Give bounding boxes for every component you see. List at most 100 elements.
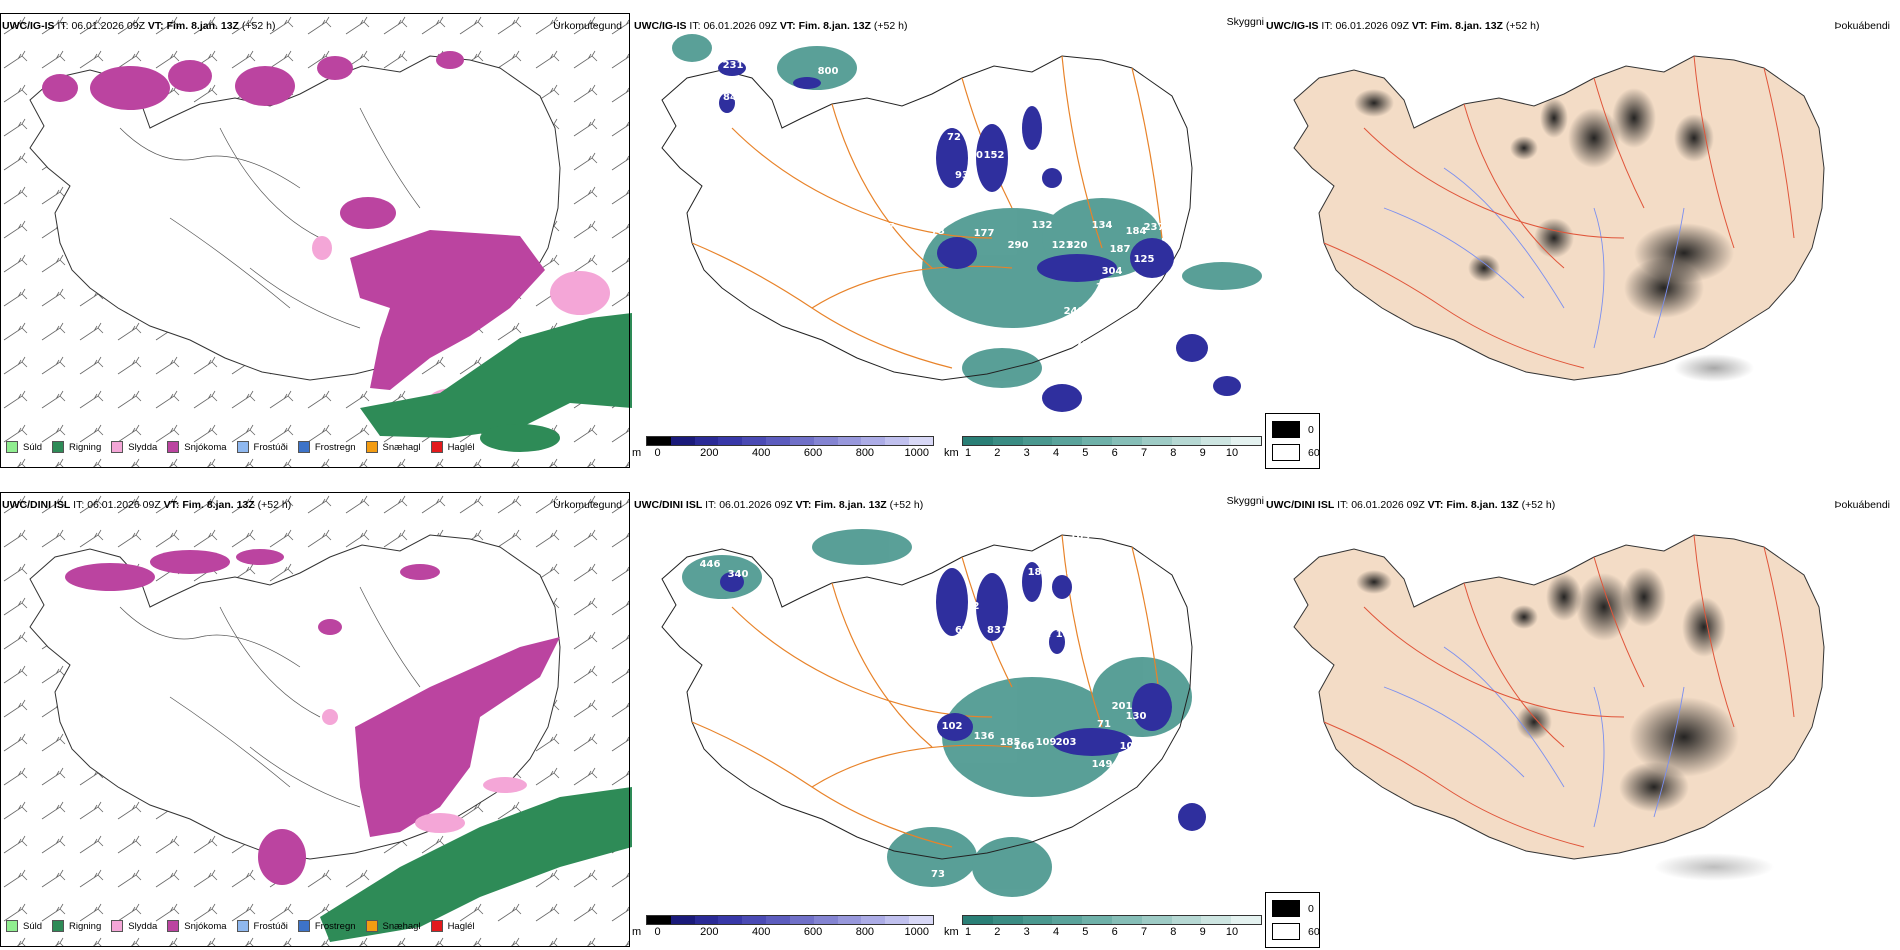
visibility-value-label: 322: [758, 519, 779, 530]
colorbar-swatch: [1022, 437, 1053, 445]
visibility-panel: 322 446 340 159 979 109 165 187 101 148 163 2 67 83 15…: [632, 487, 1264, 949]
visibility-value-label: 237: [1144, 222, 1165, 233]
legend-swatch: [111, 920, 124, 932]
colorbar-tick-label: 9: [1199, 926, 1206, 938]
colorbar-tick-label: 200: [700, 926, 719, 938]
fog-blobs: [1354, 88, 1754, 382]
legend-swatch: [236, 920, 249, 932]
precip-legend: Súld Rigning Slydda Snjókoma Frostúði Fr…: [6, 920, 475, 932]
model-name: UWC/IG-IS: [1266, 20, 1319, 32]
vt-label: VT:: [795, 499, 812, 511]
legend-item-snow: Snjókoma: [167, 920, 227, 932]
visibility-value-label: 97: [927, 132, 941, 143]
visibility-value-label: 109: [1036, 737, 1057, 748]
legend-label: Rigning: [69, 920, 102, 932]
colorbar-tick-label: 800: [855, 447, 875, 459]
legend-label: Slydda: [128, 441, 158, 453]
legend-label: Snæhagl: [382, 920, 421, 932]
product-name: Þokuábendi: [1834, 499, 1890, 511]
vt-value: Fim. 8.jan. 13Z: [1430, 20, 1503, 32]
fog-legend-label: 0: [1308, 902, 1314, 915]
colorbar-swatch: [1111, 437, 1142, 445]
precip-type-map: [0, 492, 632, 947]
model-name: UWC/IG-IS: [634, 20, 687, 32]
visibility-value-label: 117: [1120, 809, 1141, 820]
legend-swatch: [6, 920, 18, 932]
visibility-value-label: 320: [1067, 240, 1088, 251]
fog-indicator-panel: UWC/DINI ISL IT: 06.01.2026 09Z VT: Fim.…: [1264, 487, 1900, 949]
colorbar-swatch: [766, 437, 790, 445]
colorbar-swatch: [1171, 916, 1202, 924]
visibility-value-label: 79: [1069, 372, 1083, 383]
fog-legend-item: 0: [1272, 421, 1314, 438]
colorbar-tick-label: 10: [1225, 447, 1239, 459]
visibility-km-colorbar: 1 2 3 4 5 6 7 8 9 10 km: [944, 436, 1262, 466]
snow-areas: [42, 51, 545, 390]
colorbar-tick-label: 7: [1140, 926, 1148, 938]
colorbar-swatch: [909, 916, 933, 924]
snow-areas: [65, 549, 560, 885]
visibility-value-label: 249: [1064, 306, 1085, 317]
product-name: Úrkomutegund: [553, 20, 622, 32]
colorbar-tick-label: 800: [855, 926, 875, 938]
lead-time: (+52 h): [1505, 20, 1540, 32]
vt-value: Fim. 8.jan. 13Z: [1446, 499, 1519, 511]
colorbar-km-swatches: [962, 915, 1262, 925]
colorbar-m-swatches: [646, 915, 934, 925]
visibility-value-label: 201: [1112, 701, 1133, 712]
legend-item-rain: Rigning: [52, 441, 101, 453]
visibility-value-label: 95: [1087, 350, 1101, 361]
visibility-value-label: 96: [1043, 200, 1057, 211]
legend-item-snow: Snjókoma: [167, 441, 227, 453]
visibility-value-label: 73: [931, 226, 945, 237]
colorbar-tick-label: 4: [1052, 926, 1060, 938]
visibility-value-label: 304: [1102, 266, 1123, 277]
colorbar-swatch: [670, 916, 695, 924]
visibility-value-label: 446: [700, 559, 721, 570]
colorbar-km-ticks: 1 2 3 4 5 6 7 8 9 10: [962, 447, 1262, 461]
legend-label: Slydda: [128, 920, 158, 932]
visibility-value-label: 93: [955, 170, 969, 181]
colorbar-swatch: [963, 916, 993, 924]
fog-legend: 0 60: [1265, 892, 1320, 948]
visibility-value-label: 800: [818, 66, 839, 77]
legend-item-snow-pellets: Snæhagl: [365, 441, 421, 453]
it-value: 06.01.2026 09Z: [1351, 499, 1425, 511]
colorbar-swatch: [1082, 437, 1112, 445]
it-value: 06.01.2026 09Z: [87, 499, 161, 511]
product-name: Þokuábendi: [1834, 20, 1890, 32]
colorbar-tick-label: 8: [1170, 447, 1177, 459]
colorbar-tick-label: 0: [654, 926, 661, 938]
legend-swatch: [297, 441, 310, 453]
it-value: 06.01.2026 09Z: [71, 20, 145, 32]
colorbar-tick-label: 2: [994, 447, 1001, 459]
legend-swatch: [430, 920, 443, 932]
low-visibility-areas: [720, 562, 1206, 831]
visibility-value-label: 187: [1110, 244, 1131, 255]
fog-indicator-map: [1293, 534, 1825, 881]
visibility-panel: 390 231 11 800 84 97 72 84 90 152 93 96 73 137 177 290 1…: [632, 8, 1264, 470]
fog-legend-item: 0: [1272, 900, 1314, 917]
fog-indicator-map: [1293, 55, 1825, 382]
teal-fog-areas: [682, 529, 1192, 897]
colorbar-tick-label: 7: [1140, 447, 1148, 459]
colorbar-tick-label: 400: [752, 926, 771, 938]
fog-legend: 0 60: [1265, 413, 1320, 469]
visibility-km-colorbar: 1 2 3 4 5 6 7 8 9 10 km: [944, 915, 1262, 945]
colorbar-swatch: [963, 437, 993, 445]
visibility-value-label: 152: [1002, 625, 1023, 636]
road-network: [691, 55, 1163, 369]
fog-indicator-panel: UWC/IG-IS IT: 06.01.2026 09Z VT: Fim. 8.…: [1264, 8, 1900, 470]
colorbar-swatch: [647, 437, 671, 445]
colorbar-swatch: [1082, 916, 1112, 924]
legend-swatch: [365, 920, 378, 932]
colorbar-km-unit: km: [944, 926, 959, 938]
colorbar-tick-label: 6: [1111, 926, 1118, 938]
colorbar-tick-label: 0: [654, 447, 661, 459]
legend-label: Rigning: [69, 441, 102, 453]
colorbar-tick-label: 8: [1170, 926, 1177, 938]
vt-label: VT:: [1411, 20, 1428, 32]
colorbar-swatch: [766, 916, 790, 924]
visibility-value-label: 290: [1008, 240, 1029, 251]
legend-swatch: [52, 441, 65, 453]
